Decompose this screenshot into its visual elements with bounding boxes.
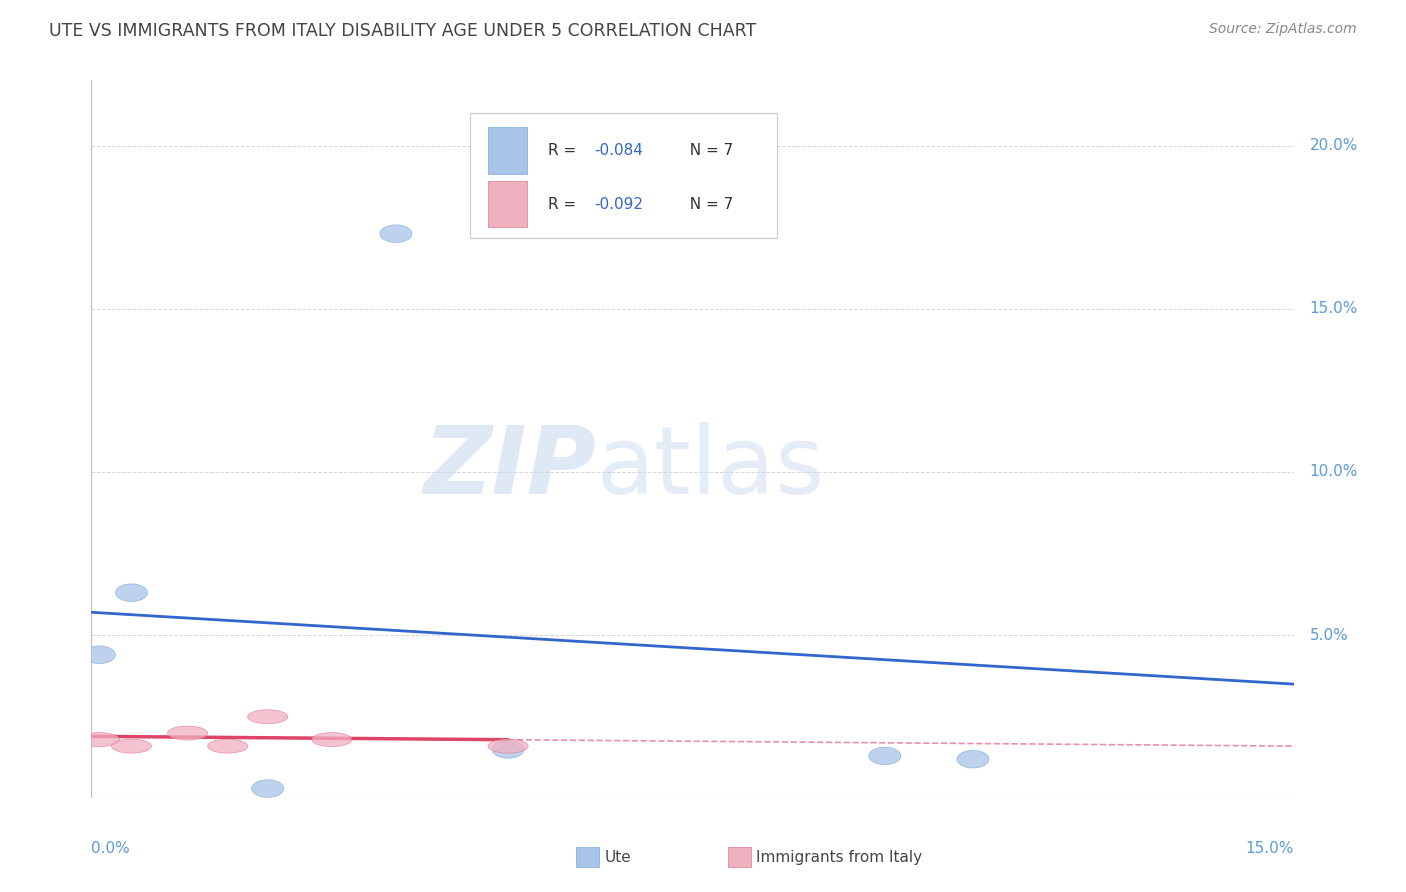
Ellipse shape xyxy=(488,739,529,753)
Ellipse shape xyxy=(79,732,120,747)
Ellipse shape xyxy=(115,584,148,601)
Text: 15.0%: 15.0% xyxy=(1246,841,1294,855)
Text: UTE VS IMMIGRANTS FROM ITALY DISABILITY AGE UNDER 5 CORRELATION CHART: UTE VS IMMIGRANTS FROM ITALY DISABILITY … xyxy=(49,22,756,40)
Text: R =: R = xyxy=(548,143,581,158)
Ellipse shape xyxy=(869,747,901,764)
Ellipse shape xyxy=(312,732,352,747)
Text: 10.0%: 10.0% xyxy=(1309,465,1358,479)
Text: 0.0%: 0.0% xyxy=(91,841,131,855)
Text: Source: ZipAtlas.com: Source: ZipAtlas.com xyxy=(1209,22,1357,37)
Text: N = 7: N = 7 xyxy=(681,143,734,158)
Ellipse shape xyxy=(380,225,412,243)
Text: 5.0%: 5.0% xyxy=(1309,628,1348,642)
Text: -0.092: -0.092 xyxy=(593,196,643,211)
FancyBboxPatch shape xyxy=(470,112,776,238)
Ellipse shape xyxy=(111,739,152,753)
FancyBboxPatch shape xyxy=(488,127,527,174)
Text: Ute: Ute xyxy=(605,850,631,864)
Text: 20.0%: 20.0% xyxy=(1309,138,1358,153)
Text: atlas: atlas xyxy=(596,422,824,514)
Text: ZIP: ZIP xyxy=(423,422,596,514)
Ellipse shape xyxy=(252,780,284,797)
Ellipse shape xyxy=(83,646,115,664)
FancyBboxPatch shape xyxy=(488,181,527,227)
Ellipse shape xyxy=(247,710,288,723)
Text: 15.0%: 15.0% xyxy=(1309,301,1358,317)
Ellipse shape xyxy=(208,739,247,753)
Ellipse shape xyxy=(492,740,524,758)
Ellipse shape xyxy=(167,726,208,740)
Text: R =: R = xyxy=(548,196,581,211)
Text: N = 7: N = 7 xyxy=(681,196,734,211)
Text: Immigrants from Italy: Immigrants from Italy xyxy=(756,850,922,864)
Ellipse shape xyxy=(957,750,988,768)
Text: -0.084: -0.084 xyxy=(593,143,643,158)
